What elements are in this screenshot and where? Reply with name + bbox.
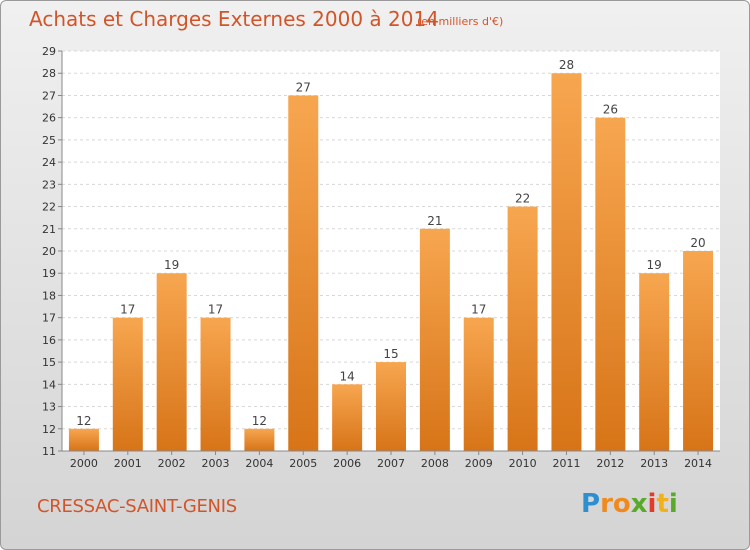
bar-value-label: 17 — [208, 303, 223, 317]
bar-value-label: 12 — [76, 414, 91, 428]
x-tick-label: 2007 — [377, 457, 405, 470]
bar-value-label: 20 — [690, 236, 705, 250]
bar — [112, 317, 143, 451]
x-tick-label: 2006 — [333, 457, 361, 470]
bar — [463, 317, 494, 451]
bar — [288, 95, 319, 451]
bar-value-label: 22 — [515, 192, 530, 206]
bar — [244, 428, 275, 451]
bar-value-label: 17 — [471, 303, 486, 317]
logo-letter: t — [656, 489, 669, 519]
x-tick-label: 2011 — [552, 457, 580, 470]
chart-unit: (en milliers d'€) — [417, 15, 504, 28]
bar — [595, 117, 626, 452]
bar — [683, 251, 714, 451]
x-tick-label: 2001 — [114, 457, 142, 470]
logo-letter: P — [581, 489, 601, 519]
bar — [376, 362, 406, 451]
logo-letter: x — [630, 489, 648, 519]
place-name: CRESSAC-SAINT-GENIS — [37, 496, 237, 517]
y-tick-label: 18 — [42, 289, 56, 302]
logo-letter: i — [647, 489, 657, 519]
bar-value-label: 17 — [120, 303, 135, 317]
logo-letter: r — [600, 489, 613, 519]
bar — [551, 73, 582, 451]
bar-value-label: 19 — [164, 258, 179, 272]
y-tick-label: 14 — [42, 378, 56, 391]
y-tick-label: 25 — [42, 134, 56, 147]
y-tick-label: 16 — [42, 334, 56, 347]
bar-value-label: 26 — [603, 103, 618, 117]
y-tick-label: 19 — [42, 267, 56, 280]
y-tick-label: 11 — [42, 445, 56, 458]
bar — [419, 228, 450, 451]
y-tick-label: 28 — [42, 67, 56, 80]
bar-value-label: 28 — [559, 58, 574, 72]
x-tick-label: 2012 — [596, 457, 624, 470]
x-tick-label: 2014 — [684, 457, 712, 470]
x-tick-label: 2010 — [509, 457, 537, 470]
x-tick-label: 2005 — [289, 457, 317, 470]
bar — [639, 273, 670, 451]
bar — [156, 273, 187, 451]
y-tick-label: 26 — [42, 112, 56, 125]
x-tick-label: 2009 — [465, 457, 493, 470]
proxiti-logo[interactable]: Proxiti — [581, 489, 678, 519]
y-tick-label: 29 — [42, 45, 56, 58]
y-tick-label: 17 — [42, 312, 56, 325]
bar-value-label: 21 — [427, 214, 442, 228]
x-tick-label: 2004 — [245, 457, 273, 470]
x-tick-label: 2003 — [202, 457, 230, 470]
bar — [507, 206, 538, 451]
logo-letter: o — [612, 489, 631, 519]
y-tick-label: 15 — [42, 356, 56, 369]
x-tick-label: 2002 — [158, 457, 186, 470]
bar-value-label: 19 — [647, 258, 662, 272]
bar-value-label: 15 — [383, 347, 398, 361]
logo-letter: i — [668, 489, 678, 519]
bar-value-label: 12 — [252, 414, 267, 428]
x-tick-label: 2013 — [640, 457, 668, 470]
bar — [68, 428, 99, 451]
y-tick-label: 20 — [42, 245, 56, 258]
y-tick-label: 23 — [42, 178, 56, 191]
chart-title: Achats et Charges Externes 2000 à 2014 — [29, 7, 439, 31]
bar — [332, 384, 363, 451]
x-tick-label: 2008 — [421, 457, 449, 470]
y-tick-label: 27 — [42, 89, 56, 102]
bar-value-label: 27 — [296, 80, 311, 94]
y-tick-label: 22 — [42, 201, 56, 214]
bar — [200, 317, 231, 451]
y-tick-label: 24 — [42, 156, 56, 169]
y-tick-label: 12 — [42, 423, 56, 436]
x-tick-label: 2000 — [70, 457, 98, 470]
bars: 12 17 19 17 12 27 14 15 21 17 22 28 26 19 20 — [68, 58, 714, 452]
y-tick-label: 13 — [42, 401, 56, 414]
bar-value-label: 14 — [339, 369, 354, 383]
axes: 11 12 13 14 15 16 17 18 19 20 21 22 23 24 25 26 27 28 29 20… — [42, 45, 720, 470]
y-tick-label: 21 — [42, 223, 56, 236]
